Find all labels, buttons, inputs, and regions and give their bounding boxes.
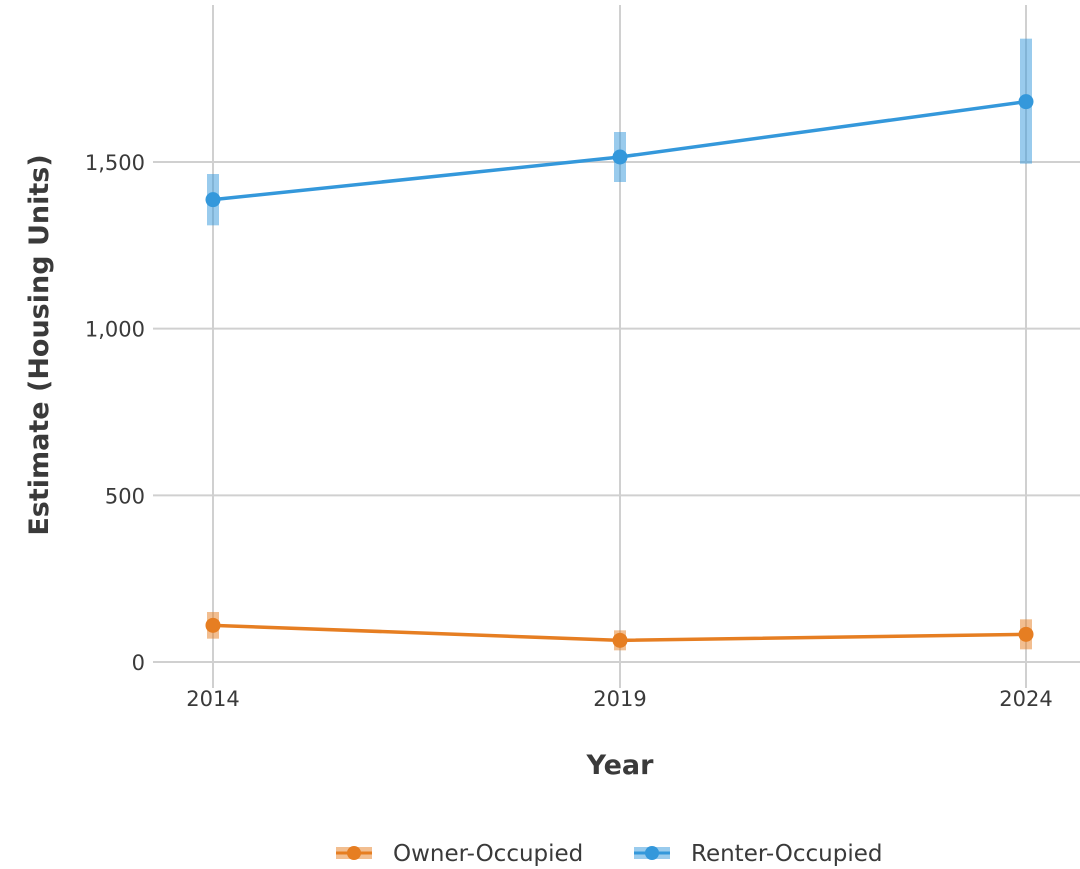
legend-marker-owner-occupied [347, 846, 361, 860]
y-tick-label-1-000: 1,000 [85, 318, 145, 342]
data-point-owner-occupied-2014 [205, 617, 221, 633]
y-tick-label-500: 500 [105, 484, 145, 508]
x-tick-label-2014: 2014 [186, 687, 239, 711]
data-point-renter-occupied-2024 [1018, 94, 1034, 110]
legend-item-renter-occupied: Renter-Occupied [634, 841, 882, 867]
data-point-renter-occupied-2019 [612, 149, 628, 165]
data-point-renter-occupied-2014 [205, 192, 221, 208]
x-axis-tick-labels: 2014 2019 2024 [186, 687, 1052, 711]
y-tick-label-1-500: 1,500 [85, 151, 145, 175]
y-tick-label-0: 0 [132, 651, 145, 675]
data-point-owner-occupied-2019 [612, 632, 628, 648]
legend-label-renter-occupied: Renter-Occupied [691, 841, 882, 867]
legend-label-owner-occupied: Owner-Occupied [393, 841, 583, 867]
series-points [205, 94, 1034, 648]
legend: Owner-Occupied Renter-Occupied [336, 841, 882, 867]
grid-lines [153, 5, 1080, 688]
y-axis-tick-labels: 0 500 1,000 1,500 [85, 151, 145, 675]
x-tick-label-2024: 2024 [999, 687, 1052, 711]
x-axis-title: Year [586, 750, 655, 781]
x-tick-label-2019: 2019 [593, 687, 646, 711]
y-axis-title: Estimate (Housing Units) [24, 154, 55, 535]
data-point-owner-occupied-2024 [1018, 626, 1034, 642]
legend-item-owner-occupied: Owner-Occupied [336, 841, 583, 867]
legend-marker-renter-occupied [645, 846, 659, 860]
